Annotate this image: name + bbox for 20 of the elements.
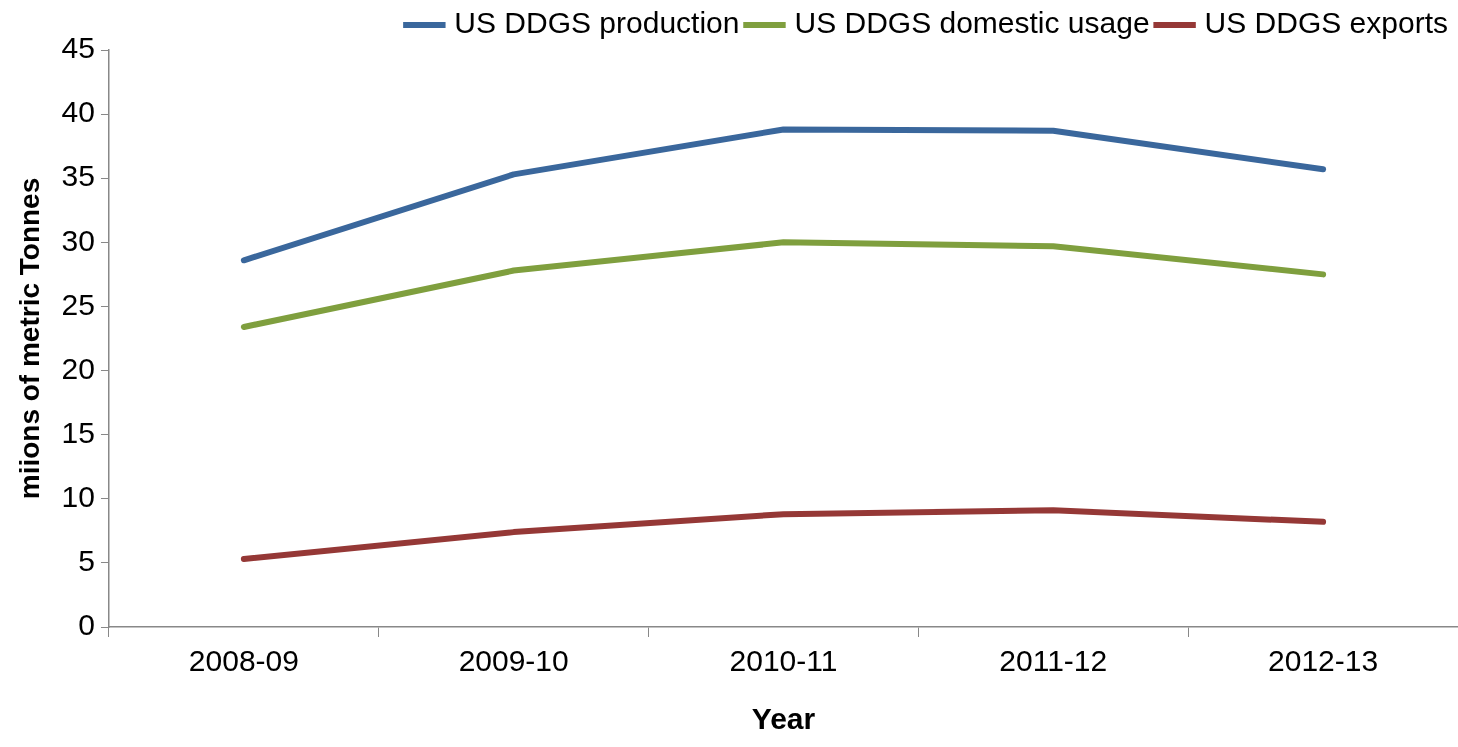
legend-label: US DDGS exports bbox=[1204, 6, 1449, 40]
x-tick-label: 2009-10 bbox=[458, 644, 569, 678]
y-tick-label: 45 bbox=[61, 31, 95, 65]
y-tick-label: 5 bbox=[78, 544, 95, 578]
x-tick-label: 2008-09 bbox=[188, 644, 299, 678]
x-tick-label: 2012-13 bbox=[1268, 644, 1379, 678]
y-tick-label: 40 bbox=[61, 95, 95, 129]
x-tick-label: 2011-12 bbox=[999, 644, 1108, 678]
x-tick-label: 2010-11 bbox=[729, 644, 838, 678]
y-tick-label: 0 bbox=[78, 608, 95, 642]
y-tick-label: 35 bbox=[61, 159, 95, 193]
x-axis-title: Year bbox=[751, 702, 816, 736]
y-tick-label: 30 bbox=[61, 223, 95, 257]
y-axis-title: miions of metric Tonnes bbox=[13, 177, 45, 500]
y-tick-label: 10 bbox=[61, 480, 95, 514]
y-tick-label: 15 bbox=[61, 415, 95, 449]
y-tick-label: 25 bbox=[61, 287, 95, 321]
legend-label: US DDGS domestic usage bbox=[794, 6, 1150, 40]
y-tick-label: 20 bbox=[61, 351, 95, 385]
legend-label: US DDGS production bbox=[454, 6, 740, 40]
